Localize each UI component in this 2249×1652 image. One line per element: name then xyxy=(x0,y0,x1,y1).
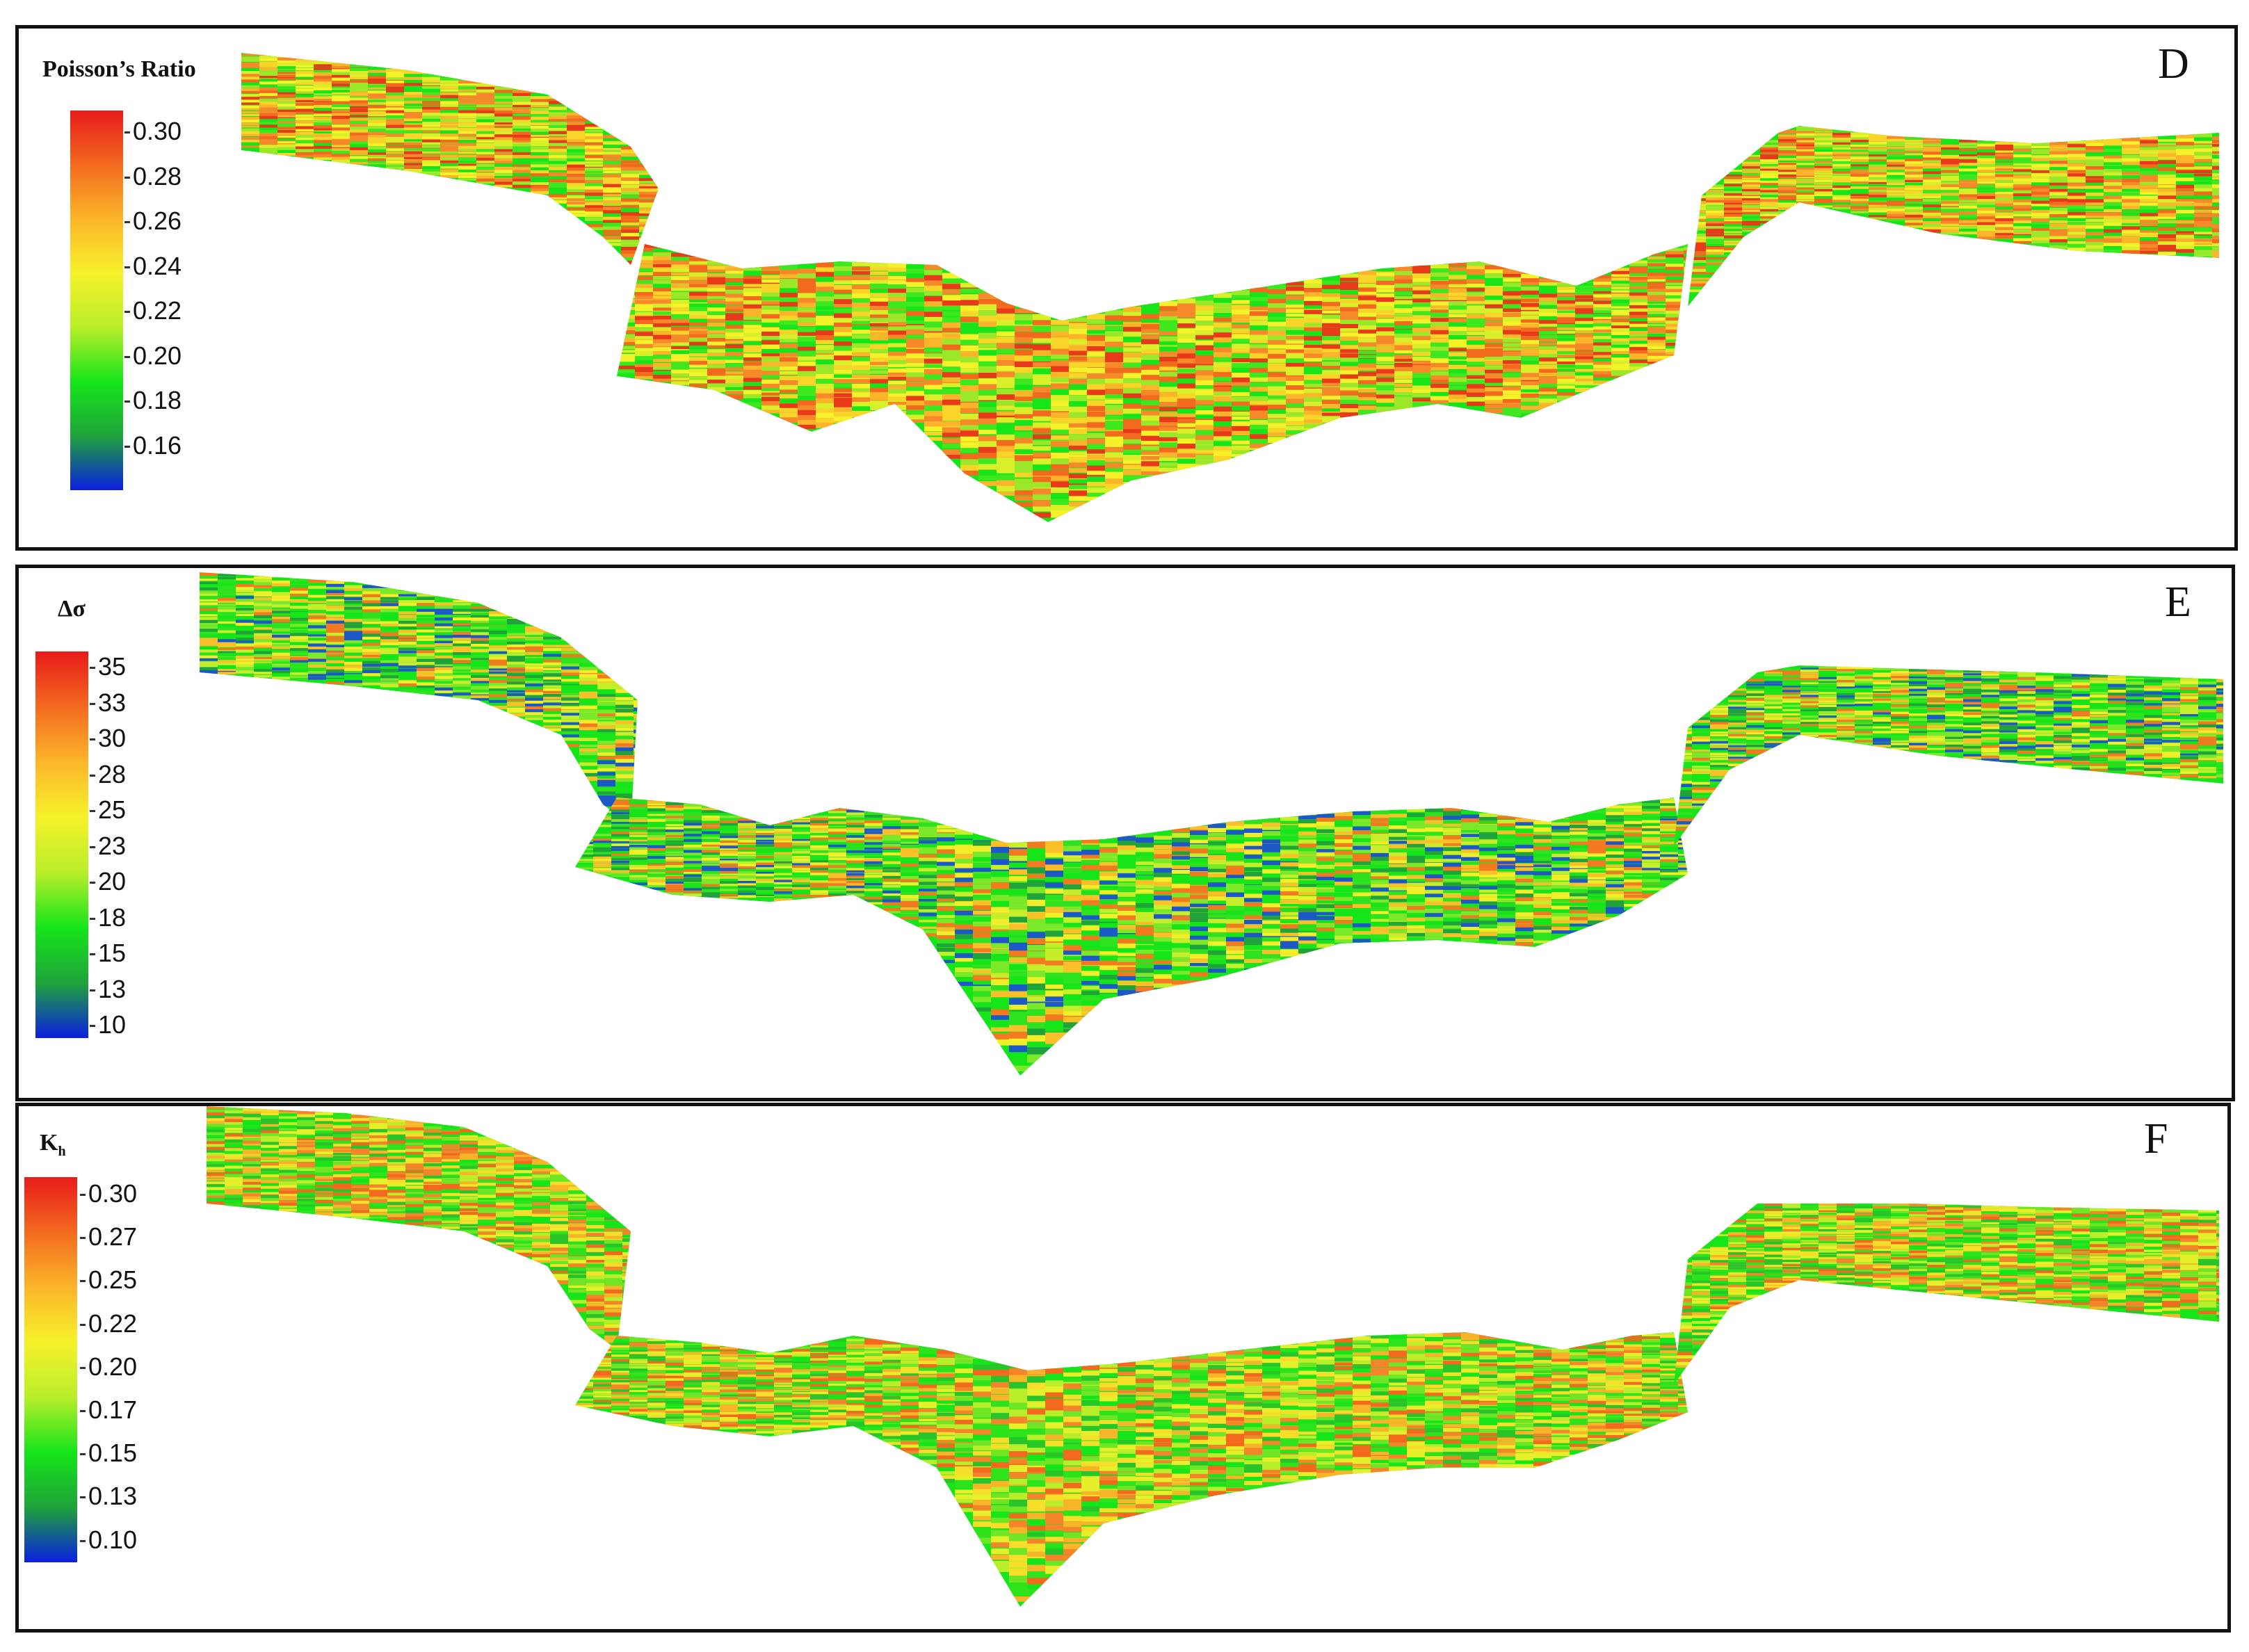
colorbar xyxy=(24,1177,77,1562)
stratigraphic-section-kh xyxy=(207,1106,2219,1607)
colorbar-tick-label: 23 xyxy=(89,831,127,860)
colorbar xyxy=(70,111,123,490)
legend-title: Δσ xyxy=(58,596,86,622)
panel-kh: Kh 0.30 0.27 0.25 0.22 0.20 0.17 0.15 0.13 0.10 … xyxy=(15,1103,2231,1633)
colorbar-tick-label: 0.22 xyxy=(124,296,182,325)
legend-title: Poisson’s Ratio xyxy=(42,56,196,82)
colorbar-tick-label: 30 xyxy=(89,724,127,752)
panel-letter: F xyxy=(2144,1115,2168,1163)
colorbar-tick-label: 0.28 xyxy=(124,161,182,191)
colorbar xyxy=(35,651,88,1038)
colorbar-tick-label: 18 xyxy=(89,902,127,932)
colorbar-tick-label: 0.10 xyxy=(79,1525,138,1554)
panel-poissons-ratio: Poisson’s Ratio 0.30 0.28 0.26 0.24 0.22 0.20… xyxy=(15,25,2238,551)
colorbar-tick-label: 25 xyxy=(89,795,127,824)
stratigraphic-section-poissons-ratio xyxy=(241,53,2219,522)
colorbar-tick-label: 0.15 xyxy=(79,1439,138,1468)
section-segment xyxy=(575,1332,1688,1607)
colorbar-tick-label: 28 xyxy=(89,759,127,788)
colorbar-tick-label: 10 xyxy=(89,1010,127,1039)
colorbar-tick-label: 0.20 xyxy=(124,341,182,370)
stratigraphic-section-delta-sigma xyxy=(200,572,2223,1076)
panel-letter: E xyxy=(2165,578,2191,626)
colorbar-tick-label: 0.27 xyxy=(79,1222,138,1252)
panel-delta-sigma: Δσ 35 33 30 28 25 23 20 18 15 13 10 E xyxy=(15,565,2235,1101)
colorbar-tick-label: 20 xyxy=(89,867,127,896)
section-segment xyxy=(241,53,659,265)
colorbar-tick-label: 0.24 xyxy=(124,251,182,280)
legend-title-main: K xyxy=(40,1130,58,1156)
colorbar-tick-label: 35 xyxy=(89,652,127,681)
colorbar-tick-label: 0.16 xyxy=(124,430,182,460)
legend-title: Kh xyxy=(40,1131,66,1158)
section-segment xyxy=(1674,665,2223,846)
colorbar-tick-label: 0.26 xyxy=(124,206,182,235)
section-segment xyxy=(617,244,1688,522)
colorbar-tick-label: 0.13 xyxy=(79,1482,138,1511)
colorbar-tick-label: 0.25 xyxy=(79,1265,138,1295)
legend-title-subscript: h xyxy=(58,1143,66,1159)
section-segment xyxy=(1688,126,2219,307)
colorbar-tick-label: 13 xyxy=(89,974,127,1003)
colorbar-tick-label: 0.18 xyxy=(124,386,182,414)
colorbar-tick-label: 0.20 xyxy=(79,1352,138,1381)
panel-letter: D xyxy=(2158,40,2189,88)
section-segment xyxy=(207,1106,631,1350)
colorbar-tick-label: 15 xyxy=(89,939,127,967)
section-segment xyxy=(575,797,1688,1076)
colorbar-tick-label: 0.17 xyxy=(79,1395,138,1424)
colorbar-tick-label: 0.30 xyxy=(79,1179,138,1208)
colorbar-tick-label: 0.22 xyxy=(79,1309,138,1338)
colorbar-tick-label: 0.30 xyxy=(124,117,182,145)
colorbar-tick-label: 33 xyxy=(89,688,127,717)
section-segment xyxy=(1674,1204,2219,1384)
section-segment xyxy=(200,572,638,825)
